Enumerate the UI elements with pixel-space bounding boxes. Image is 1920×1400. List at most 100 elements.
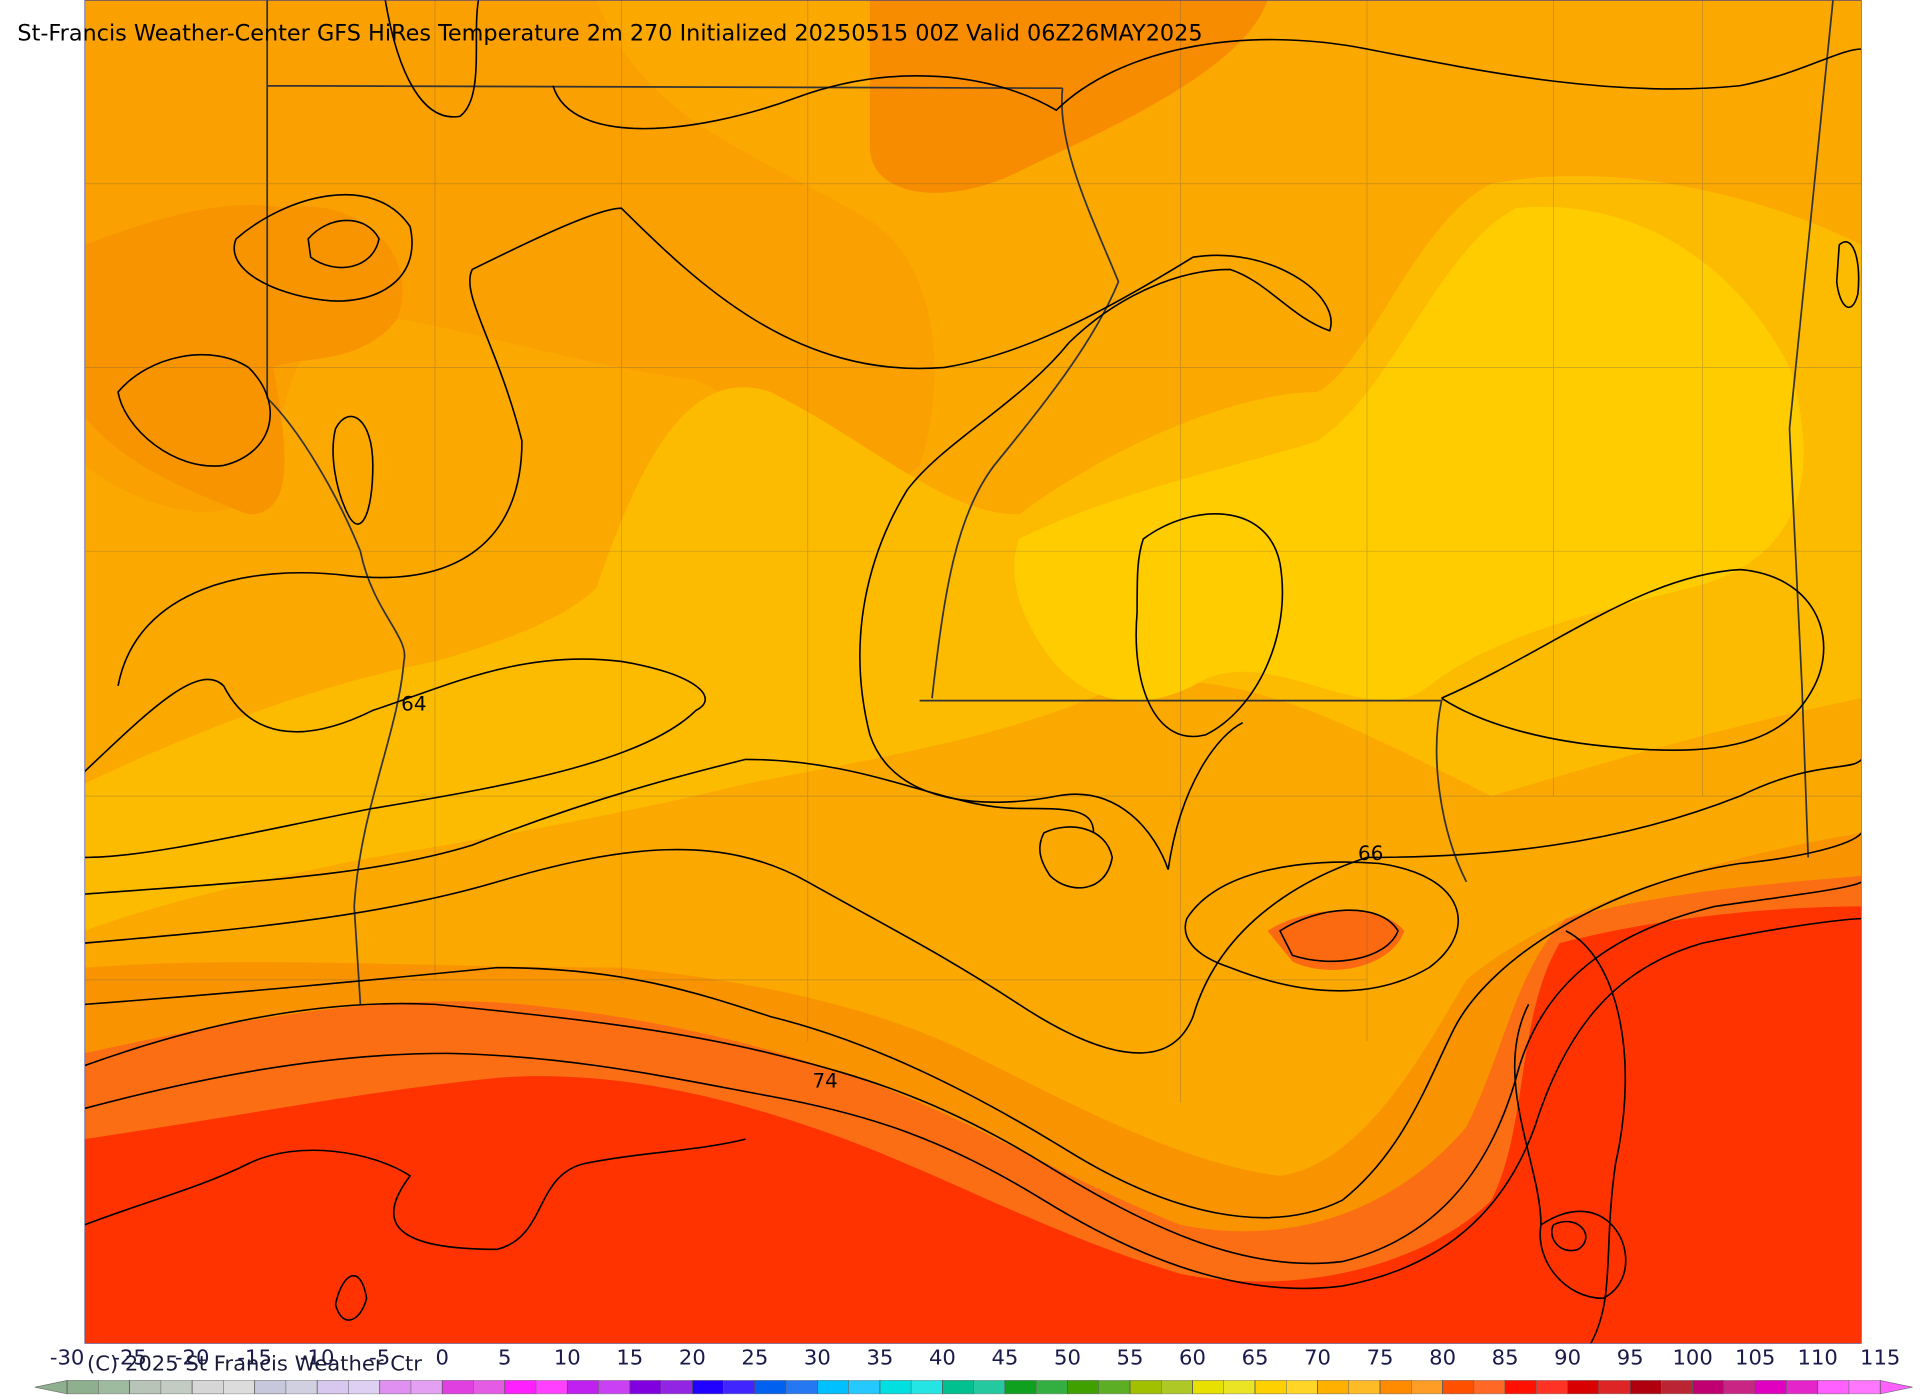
colorbar-segment (1692, 1380, 1725, 1395)
colorbar-tick-label: -10 (300, 1346, 334, 1370)
colorbar-segment (1629, 1380, 1662, 1395)
colorbar-tick-label: 70 (1304, 1346, 1331, 1370)
colorbar-segment (1348, 1380, 1381, 1395)
contour (117, 354, 272, 467)
colorbar-segment (285, 1380, 318, 1395)
contour (84, 758, 1862, 1054)
colorbar-segment (1379, 1380, 1412, 1395)
colorbar-segment (1098, 1380, 1131, 1395)
colorbar-tick-label: 15 (616, 1346, 643, 1370)
colorbar-tick-label: 100 (1673, 1346, 1713, 1370)
colorbar-segment (223, 1380, 255, 1395)
yellow-region (1014, 206, 1804, 702)
colorbar-segment (1160, 1380, 1193, 1395)
contour (1039, 826, 1114, 889)
colorbar-arrow (1879, 1380, 1913, 1395)
contour (307, 219, 380, 269)
colorbar-segment (473, 1380, 506, 1395)
colorbar-segment (598, 1380, 631, 1395)
contour (1135, 513, 1284, 738)
map-area (84, 0, 1862, 1344)
colorbar-segment (1035, 1380, 1068, 1395)
colorbar-segment (1536, 1380, 1568, 1395)
contour (84, 917, 1862, 1290)
colorbar-segment (504, 1380, 537, 1395)
colorbar-segment (848, 1380, 881, 1395)
colorbar-segment (348, 1380, 380, 1395)
colorbar-segment (254, 1380, 287, 1395)
colorbar-tick-label: -5 (369, 1346, 390, 1370)
contour (334, 1275, 368, 1321)
colorbar: -30 -25 -20 -15 -10 -5 0 5 10 15 20 25 30 35 40 45 50 55 6… (34, 1346, 1913, 1395)
contour-label: 66 (1358, 842, 1383, 865)
colorbar-segment (129, 1380, 162, 1395)
colorbar-segment (535, 1380, 568, 1395)
colorbar-tick-label: 90 (1554, 1346, 1581, 1370)
colorbar-tick-label: -25 (112, 1346, 146, 1370)
colorbar-segment (1786, 1380, 1818, 1395)
contour (1278, 909, 1399, 963)
contour (1184, 861, 1459, 992)
colorbar-tick-label: 55 (1117, 1346, 1144, 1370)
colorbar-tick-label: 30 (804, 1346, 831, 1370)
colorbar-segment (1848, 1380, 1881, 1395)
colorbar-arrow (34, 1380, 68, 1395)
contour (1513, 930, 1627, 1344)
colorbar-segment (98, 1380, 130, 1395)
contour (1441, 568, 1825, 752)
colorbar-segment (1317, 1380, 1350, 1395)
colorbar-segment (1223, 1380, 1256, 1395)
colorbar-tick-label: 20 (679, 1346, 706, 1370)
contour-label: 74 (813, 1070, 838, 1093)
colorbar-tick-label: 40 (929, 1346, 956, 1370)
colorbar-segment (441, 1380, 474, 1395)
colorbar-tick-label: -20 (175, 1346, 209, 1370)
colorbar-segment (1567, 1380, 1600, 1395)
colorbar-segment (1661, 1380, 1693, 1395)
colorbar-segment (1192, 1380, 1225, 1395)
colorbar-segment (1067, 1380, 1099, 1395)
colorbar-tick-label: 5 (498, 1346, 511, 1370)
colorbar-tick-label: 85 (1492, 1346, 1519, 1370)
colorbar-tick-label: 10 (554, 1346, 581, 1370)
colorbar-tick-label: 110 (1798, 1346, 1838, 1370)
colorbar-segment (1129, 1380, 1162, 1395)
contour (1539, 1210, 1627, 1300)
colorbar-segment (692, 1380, 724, 1395)
colorbar-segment (942, 1380, 974, 1395)
colorbar-tick-label: 25 (741, 1346, 768, 1370)
colorbar-tick-label: -15 (237, 1346, 271, 1370)
colorbar-tick-label: 65 (1242, 1346, 1269, 1370)
warm-region (869, 0, 1268, 193)
colorbar-segment (785, 1380, 818, 1395)
colorbar-segment (191, 1380, 224, 1395)
colorbar-tick-label: 35 (866, 1346, 893, 1370)
orange-region (84, 0, 935, 512)
colorbar-segment (660, 1380, 693, 1395)
contour (384, 0, 480, 118)
colorbar-segment (754, 1380, 787, 1395)
contour (84, 658, 707, 859)
colorbar-segment (1286, 1380, 1318, 1395)
contour-labels: 64 66 74 (401, 693, 1383, 1093)
colorbar-segment (379, 1380, 412, 1395)
colorbar-segment (1254, 1380, 1287, 1395)
colorbar-segment (567, 1380, 599, 1395)
colorbar-segment (1473, 1380, 1506, 1395)
colorbar-segment (160, 1380, 193, 1395)
colorbar-segment (410, 1380, 443, 1395)
colorbar-tick-label: 45 (991, 1346, 1018, 1370)
colorbar-segment (910, 1380, 943, 1395)
colorbar-tick-label: 80 (1429, 1346, 1456, 1370)
colorbar-segment (1598, 1380, 1631, 1395)
colorbar-segment (1754, 1380, 1787, 1395)
contour (84, 758, 1095, 895)
colorbar-segment (1817, 1380, 1850, 1395)
colorbar-tick-label: 50 (1054, 1346, 1081, 1370)
colorbar-segment (629, 1380, 662, 1395)
colorbar-tick-label: -30 (50, 1346, 84, 1370)
contour (84, 1138, 746, 1251)
colorbar-tick-label: 105 (1735, 1346, 1775, 1370)
